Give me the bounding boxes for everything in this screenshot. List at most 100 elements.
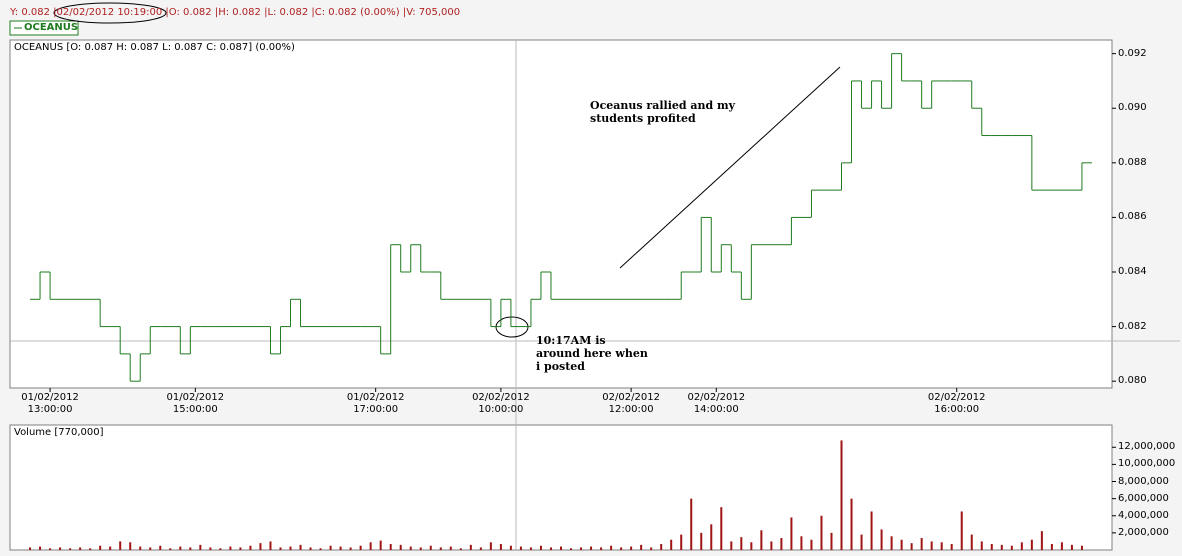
volume-bar (359, 545, 362, 550)
volume-bar (1030, 539, 1033, 550)
volume-bar (169, 548, 172, 550)
volume-bar (429, 545, 432, 550)
volume-bar (620, 547, 623, 550)
volume-bar (600, 547, 603, 550)
annotation-arrow (619, 66, 841, 269)
volume-bar (910, 543, 913, 550)
volume-bar (339, 546, 342, 550)
volume-bar (69, 548, 72, 550)
volume-bar (99, 545, 102, 550)
volume-bar (840, 440, 843, 550)
volume-bar (229, 546, 232, 550)
volume-bar (129, 542, 132, 550)
x-tick-label: 02/02/2012 16:00:00 (927, 392, 986, 415)
volume-bar (790, 517, 793, 550)
volume-bar (379, 540, 382, 550)
volume-bar (419, 547, 422, 550)
volume-bar (219, 548, 222, 550)
volume-bar (660, 544, 663, 550)
y-tick-label: 0.086 (1118, 211, 1147, 223)
volume-bar (970, 534, 973, 550)
volume-title: Volume [770,000] (14, 427, 104, 438)
annotation-circle (53, 2, 167, 24)
y-tick-label: 0.088 (1118, 156, 1147, 168)
volume-bar (439, 547, 442, 550)
annotation: students profited (590, 112, 696, 125)
volume-bar (539, 545, 542, 550)
volume-bar (529, 547, 532, 550)
volume-bar (860, 534, 863, 550)
volume-bar (259, 543, 262, 550)
y-tick-label: 0.092 (1118, 47, 1147, 59)
volume-bar (89, 548, 92, 550)
volume-bar (690, 498, 693, 550)
volume-bar (209, 547, 212, 550)
volume-bar (580, 547, 583, 550)
volume-bar (980, 541, 983, 550)
volume-bar (399, 544, 402, 550)
volume-bar (990, 544, 993, 550)
volume-bar (39, 546, 42, 550)
annotation: around here when (536, 347, 648, 360)
volume-bar (509, 545, 512, 550)
y-tick-label: 0.080 (1118, 375, 1147, 387)
volume-bar (720, 507, 723, 550)
volume-bar (710, 524, 713, 550)
volume-bar (459, 548, 462, 550)
volume-bar (29, 547, 32, 550)
x-tick-label: 02/02/2012 12:00:00 (602, 392, 660, 415)
y-tick-label: 12,000,000 (1118, 441, 1176, 453)
volume-bar (650, 547, 653, 550)
volume-bar (950, 544, 953, 550)
volume-bar (299, 544, 302, 550)
volume-bar (700, 532, 703, 550)
volume-bar (740, 537, 743, 550)
volume-bar (1070, 544, 1073, 550)
volume-bar (119, 541, 122, 550)
volume-bar (239, 547, 242, 550)
volume-bar (670, 539, 673, 550)
volume-bar (199, 544, 202, 550)
volume-bar (479, 547, 482, 550)
volume-bar (1060, 542, 1063, 550)
volume-bar (730, 541, 733, 550)
volume-bar (499, 544, 502, 550)
volume-bar (109, 546, 112, 550)
y-tick-label: 10,000,000 (1118, 458, 1176, 470)
x-tick-label: 02/02/2012 10:00:00 (472, 392, 530, 415)
volume-bar (1050, 544, 1053, 550)
volume-bar (780, 538, 783, 550)
price-title: OCEANUS [O: 0.087 H: 0.087 L: 0.087 C: 0… (14, 42, 295, 53)
y-tick-label: 8,000,000 (1118, 475, 1169, 487)
y-tick-label: 4,000,000 (1118, 509, 1169, 521)
volume-bar (389, 544, 392, 550)
y-tick-label: 6,000,000 (1118, 492, 1169, 504)
volume-bar (159, 545, 162, 550)
volume-bar (309, 547, 312, 550)
x-tick-label: 02/02/2012 14:00:00 (687, 392, 746, 415)
volume-bar (680, 534, 683, 550)
volume-bar (149, 547, 152, 550)
price-panel (9, 39, 1113, 389)
volume-bar (820, 515, 823, 550)
volume-bar (810, 539, 813, 550)
annotation: i posted (536, 360, 586, 373)
volume-bar (800, 536, 803, 550)
volume-bar (960, 511, 963, 550)
volume-bar (850, 498, 853, 550)
volume-bar (329, 545, 332, 550)
x-tick-label: 01/02/2012 13:00:00 (21, 392, 79, 415)
marks (29, 53, 1116, 550)
volume-bar (289, 546, 292, 550)
annotation: 10:17AM is (536, 334, 606, 347)
volume-bar (449, 546, 452, 550)
volume-bar (1000, 544, 1003, 550)
volume-bar (179, 546, 182, 550)
x-tick-label: 01/02/2012 17:00:00 (346, 392, 405, 415)
volume-bar (610, 545, 613, 550)
volume-bar (469, 544, 472, 550)
status-line: Y: 0.082 |02/02/2012 10:19:00 |O: 0.082 … (10, 7, 461, 18)
volume-bar (1010, 545, 1013, 550)
volume-bar (349, 547, 352, 550)
